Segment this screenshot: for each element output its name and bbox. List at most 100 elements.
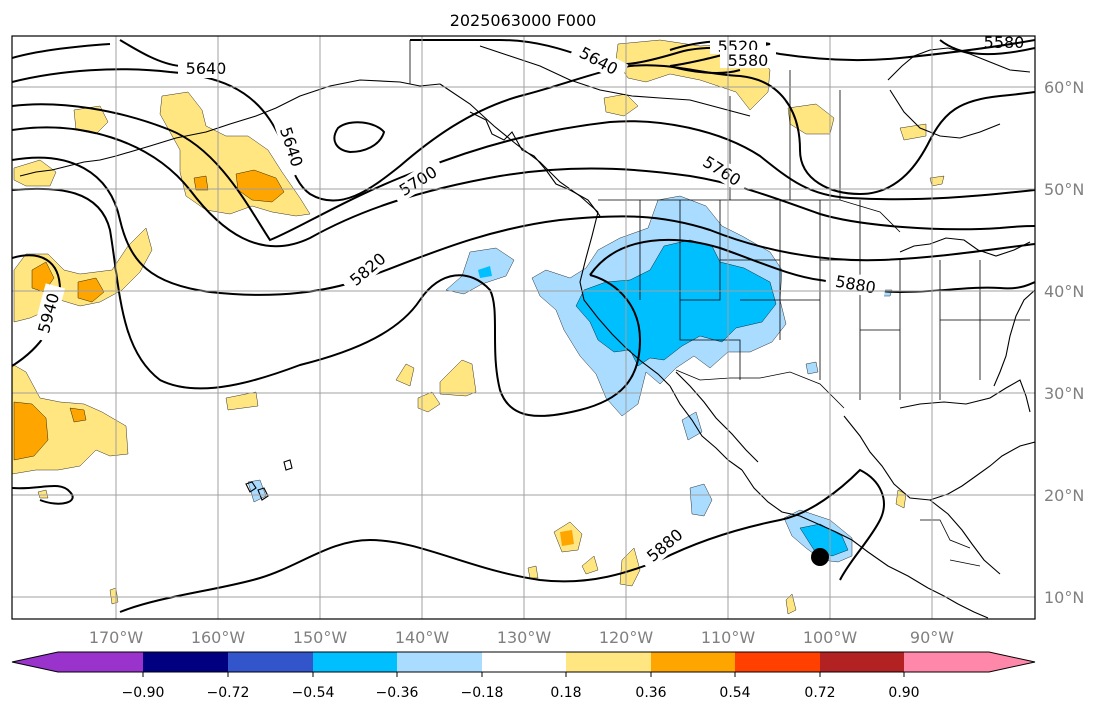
longitude-labels: 170°W 160°W 150°W 140°W 130°W 120°W 110°…: [89, 628, 954, 647]
colorbar-bin: [397, 652, 482, 672]
lon-label: 160°W: [191, 628, 246, 647]
coast-hawaii-2: [257, 487, 269, 501]
colorbar-bin: [228, 652, 313, 672]
lat-label: 20°N: [1044, 486, 1084, 505]
anomaly-orange-southwest-2: [69, 407, 87, 423]
colorbar-bin: [566, 652, 651, 672]
anomaly-orange-alaska-2: [193, 175, 209, 191]
latitude-labels: 60°N 50°N 40°N 30°N 20°N 10°N: [1044, 78, 1084, 607]
anomaly-light-blue-small-4: [805, 361, 819, 375]
colorbar-bin: [313, 652, 397, 672]
border-us-canada: [598, 199, 901, 233]
colorbar-tick-label: −0.72: [207, 685, 250, 701]
contour-5880-south: [12, 468, 885, 613]
anomaly-yellow-pac-4: [225, 391, 259, 411]
colorbar-outline: [11, 651, 1036, 673]
coast-hudson: [887, 47, 1031, 81]
storm-center-marker: [811, 548, 829, 566]
anomaly-yellow-pac-13: [37, 489, 49, 499]
anomaly-blue-pac-1: [478, 266, 492, 278]
contour-closed-low: [333, 121, 386, 154]
anomaly-yellow-pac-1: [439, 359, 477, 397]
contour-label-5640-a: 5640: [186, 59, 227, 78]
coast-great-lakes: [899, 237, 1031, 257]
colorbar-tick-label: 0.90: [888, 685, 919, 701]
colorbar: −0.90 −0.72 −0.54 −0.36 −0.18 0.18 0.36 …: [11, 651, 1036, 701]
anomaly-yellow-pac-2: [395, 363, 415, 387]
lon-label: 150°W: [293, 628, 348, 647]
contour-5820: [12, 156, 1035, 296]
colorbar-tick-label: −0.18: [461, 685, 504, 701]
contour-5760: [12, 126, 1035, 248]
anomaly-yellow-west-1: [13, 159, 57, 187]
contour-label-5580-b: 5580: [984, 33, 1025, 52]
anomaly-orange-pac-5: [560, 530, 574, 546]
lon-label: 130°W: [497, 628, 552, 647]
contour-5640-north: [12, 39, 181, 67]
coast-aleutians: [19, 155, 117, 177]
anomaly-yellow-pac-7: [581, 555, 599, 575]
colorbar-bin: [735, 652, 820, 672]
lon-label: 120°W: [599, 628, 654, 647]
map-frame: [11, 35, 1036, 620]
lon-label: 110°W: [701, 628, 756, 647]
colorbar-tick-label: −0.36: [376, 685, 419, 701]
contour-5700: [12, 103, 1035, 242]
lon-label: 100°W: [803, 628, 858, 647]
lon-label: 140°W: [395, 628, 450, 647]
anomaly-yellow-pac-12: [929, 175, 945, 187]
anomaly-shading: [12, 39, 945, 615]
coast-hawaii-1: [245, 481, 257, 493]
colorbar-bin: [482, 652, 566, 672]
contour-label-5580: 5580: [728, 51, 769, 70]
coast-bc-islands: [469, 111, 601, 217]
colorbar-tick-label: 0.36: [635, 685, 666, 701]
anomaly-yellow-pac-10: [785, 593, 797, 615]
anomaly-yellow-pac-8: [527, 565, 539, 579]
lat-label: 30°N: [1044, 384, 1084, 403]
anomaly-light-blue-small-2: [681, 411, 703, 441]
colorbar-tick-label: 0.18: [550, 685, 581, 701]
coast-gulf-mexico: [843, 415, 1035, 501]
coast-east-us: [993, 289, 1035, 387]
coast-mexico-west: [741, 469, 929, 589]
colorbar-tick-label: −0.90: [122, 685, 165, 701]
anomaly-orange-southwest: [13, 401, 49, 461]
coast-west-us: [579, 211, 671, 387]
anomaly-blue-mexico: [799, 523, 849, 557]
lon-label: 90°W: [910, 628, 954, 647]
colorbar-tick-label: 0.54: [719, 685, 750, 701]
coast-hawaii-3: [283, 459, 293, 471]
colorbar-ticks: [142, 672, 905, 677]
colorbar-over-arrow: [989, 652, 1035, 672]
anomaly-light-blue-small-1: [689, 483, 713, 517]
colorbar-bin: [58, 652, 143, 672]
contour-5880-west: [12, 187, 642, 417]
map-title: 2025063000 F000: [450, 11, 597, 30]
coast-hudson-west: [889, 89, 1001, 139]
coast-alaska-south: [115, 79, 441, 157]
colorbar-bin: [651, 652, 735, 672]
anomaly-yellow-alaska-2: [73, 105, 109, 135]
colorbar-bin: [820, 652, 904, 672]
colorbar-under-arrow: [12, 652, 58, 672]
lat-label: 40°N: [1044, 282, 1084, 301]
anomaly-orange-alaska-1: [235, 169, 285, 203]
border-us-mexico: [675, 369, 845, 409]
lon-label: 170°W: [89, 628, 144, 647]
coastlines: [19, 45, 1035, 619]
coast-gulf-california: [675, 371, 759, 463]
lat-label: 50°N: [1044, 180, 1084, 199]
lat-label: 60°N: [1044, 78, 1084, 97]
map-panel: 5640 5640 5520 5580 5640 5700: [11, 33, 1036, 620]
colorbar-bin: [904, 652, 989, 672]
lat-label: 10°N: [1044, 588, 1084, 607]
coast-florida: [899, 379, 1031, 413]
coast-central-america: [927, 587, 989, 619]
coast-yucatan: [929, 499, 1001, 575]
contour-east-trough: [939, 39, 1035, 56]
colorbar-tick-label: −0.54: [292, 685, 335, 701]
colorbar-bin: [143, 652, 228, 672]
graticule: [12, 36, 1035, 619]
